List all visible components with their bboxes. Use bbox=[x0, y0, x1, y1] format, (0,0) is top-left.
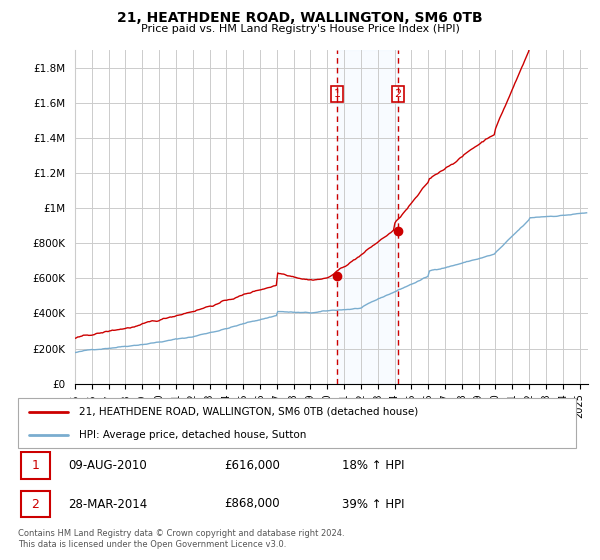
Text: 2: 2 bbox=[395, 89, 401, 99]
Text: 18% ↑ HPI: 18% ↑ HPI bbox=[341, 459, 404, 472]
Bar bbox=[337, 50, 398, 384]
Text: 28-MAR-2014: 28-MAR-2014 bbox=[68, 497, 148, 511]
Text: 09-AUG-2010: 09-AUG-2010 bbox=[68, 459, 147, 472]
Text: £616,000: £616,000 bbox=[224, 459, 280, 472]
Text: 1: 1 bbox=[334, 89, 341, 99]
Text: 39% ↑ HPI: 39% ↑ HPI bbox=[341, 497, 404, 511]
Bar bbox=[21, 452, 50, 479]
Text: £868,000: £868,000 bbox=[224, 497, 280, 511]
Text: Price paid vs. HM Land Registry's House Price Index (HPI): Price paid vs. HM Land Registry's House … bbox=[140, 24, 460, 34]
Text: 21, HEATHDENE ROAD, WALLINGTON, SM6 0TB: 21, HEATHDENE ROAD, WALLINGTON, SM6 0TB bbox=[117, 11, 483, 25]
Bar bbox=[21, 491, 50, 517]
Text: 21, HEATHDENE ROAD, WALLINGTON, SM6 0TB (detached house): 21, HEATHDENE ROAD, WALLINGTON, SM6 0TB … bbox=[79, 407, 419, 417]
Text: HPI: Average price, detached house, Sutton: HPI: Average price, detached house, Sutt… bbox=[79, 431, 307, 440]
Text: Contains HM Land Registry data © Crown copyright and database right 2024.
This d: Contains HM Land Registry data © Crown c… bbox=[18, 529, 344, 549]
Text: 1: 1 bbox=[31, 459, 39, 472]
Text: 2: 2 bbox=[31, 497, 39, 511]
